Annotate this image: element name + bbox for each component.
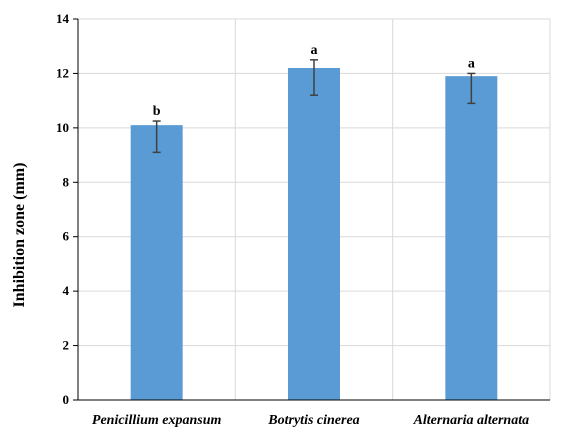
x-category-label: Penicillium expansum xyxy=(92,413,222,428)
y-tick-label: 2 xyxy=(63,338,70,353)
error-bars xyxy=(152,59,476,154)
y-axis-ticks: 0 2 4 6 8 10 12 14 xyxy=(56,11,78,407)
bar xyxy=(445,76,498,401)
significance-label: a xyxy=(468,56,475,71)
y-tick-label: 12 xyxy=(56,65,69,80)
y-tick-label: 14 xyxy=(56,11,70,26)
y-tick-label: 8 xyxy=(63,174,70,189)
bar xyxy=(130,125,183,400)
y-tick-label: 6 xyxy=(63,229,70,244)
y-tick-label: 4 xyxy=(63,283,70,298)
significance-label: b xyxy=(153,104,161,119)
significance-label: a xyxy=(311,43,318,58)
x-axis-categories: Penicillium expansum Botrytis cinerea Alte… xyxy=(92,413,529,428)
y-tick-label: 0 xyxy=(63,392,70,407)
y-tick-label: 10 xyxy=(56,120,69,135)
x-category-label: Alternaria alternata xyxy=(413,413,530,428)
significance-labels: b a a xyxy=(153,43,475,119)
bars xyxy=(130,67,498,401)
x-category-label: Botrytis cinerea xyxy=(267,413,359,428)
y-axis-label: Inhibition zone (mm) xyxy=(11,163,28,308)
bar xyxy=(288,67,340,400)
